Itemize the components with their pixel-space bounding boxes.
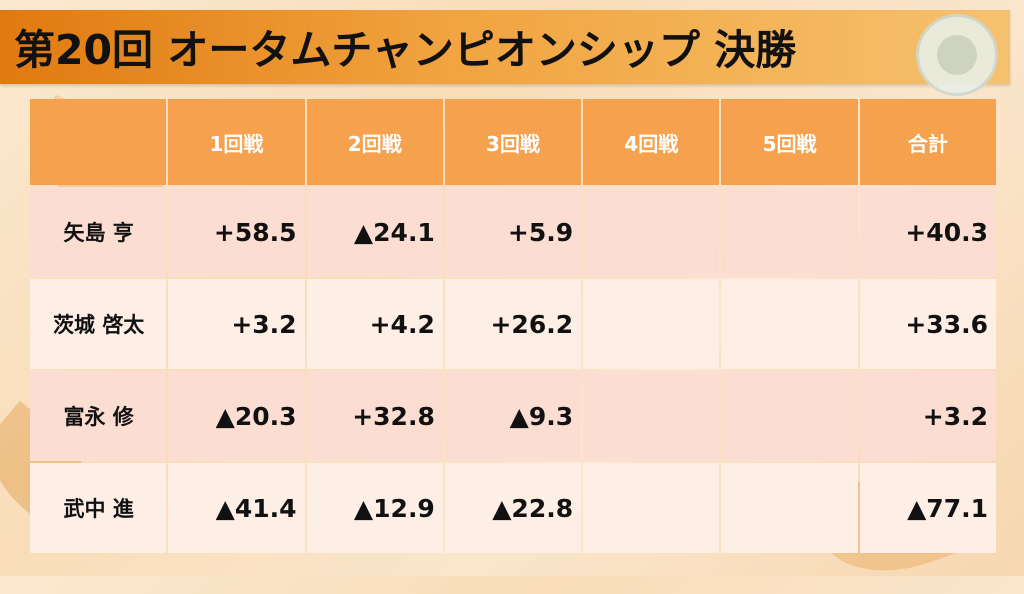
round-score: +58.5 bbox=[168, 187, 305, 277]
header-name-cell bbox=[30, 99, 167, 185]
round-score: ▲24.1 bbox=[306, 187, 443, 277]
total-score: ▲77.1 bbox=[859, 463, 996, 553]
round-score: ▲9.3 bbox=[444, 371, 582, 461]
header-round-1: 1回戦 bbox=[168, 99, 305, 185]
round-score: ▲12.9 bbox=[306, 463, 443, 553]
table-row: 武中 進 ▲41.4 ▲12.9 ▲22.8 ▲77.1 bbox=[30, 463, 996, 553]
round-score: ▲41.4 bbox=[168, 463, 305, 553]
round-score bbox=[721, 187, 858, 277]
total-score: +40.3 bbox=[859, 187, 996, 277]
table-row: 矢島 亨 +58.5 ▲24.1 +5.9 +40.3 bbox=[30, 187, 996, 277]
table-row: 茨城 啓太 +3.2 +4.2 +26.2 +33.6 bbox=[30, 279, 996, 369]
channel-logo-icon bbox=[916, 14, 998, 96]
page-title: 第20回 オータムチャンピオンシップ 決勝 bbox=[14, 26, 797, 74]
score-table: 1回戦 2回戦 3回戦 4回戦 5回戦 合計 矢島 亨 +58.5 ▲24.1 … bbox=[28, 97, 998, 555]
table-header-row: 1回戦 2回戦 3回戦 4回戦 5回戦 合計 bbox=[30, 99, 996, 185]
header-total: 合計 bbox=[859, 99, 996, 185]
player-name: 茨城 啓太 bbox=[30, 279, 167, 369]
title-bar: 第20回 オータムチャンピオンシップ 決勝 bbox=[0, 10, 1010, 96]
round-score bbox=[721, 371, 858, 461]
header-round-4: 4回戦 bbox=[583, 99, 720, 185]
total-score: +3.2 bbox=[859, 371, 996, 461]
round-score: +32.8 bbox=[306, 371, 443, 461]
header-round-5: 5回戦 bbox=[721, 99, 858, 185]
round-score bbox=[583, 187, 720, 277]
player-name: 富永 修 bbox=[30, 371, 167, 461]
logo-emblem-icon bbox=[937, 35, 977, 75]
player-name: 武中 進 bbox=[30, 463, 167, 553]
round-score: +4.2 bbox=[306, 279, 443, 369]
header-round-2: 2回戦 bbox=[306, 99, 443, 185]
round-score: +3.2 bbox=[168, 279, 305, 369]
total-score: +33.6 bbox=[859, 279, 996, 369]
table-row: 富永 修 ▲20.3 +32.8 ▲9.3 +3.2 bbox=[30, 371, 996, 461]
round-score: ▲20.3 bbox=[168, 371, 305, 461]
player-name: 矢島 亨 bbox=[30, 187, 167, 277]
round-score bbox=[583, 279, 720, 369]
header-round-3: 3回戦 bbox=[444, 99, 582, 185]
round-score: ▲22.8 bbox=[444, 463, 582, 553]
round-score: +26.2 bbox=[444, 279, 582, 369]
round-score bbox=[721, 279, 858, 369]
round-score bbox=[583, 371, 720, 461]
round-score bbox=[721, 463, 858, 553]
round-score bbox=[583, 463, 720, 553]
round-score: +5.9 bbox=[444, 187, 582, 277]
